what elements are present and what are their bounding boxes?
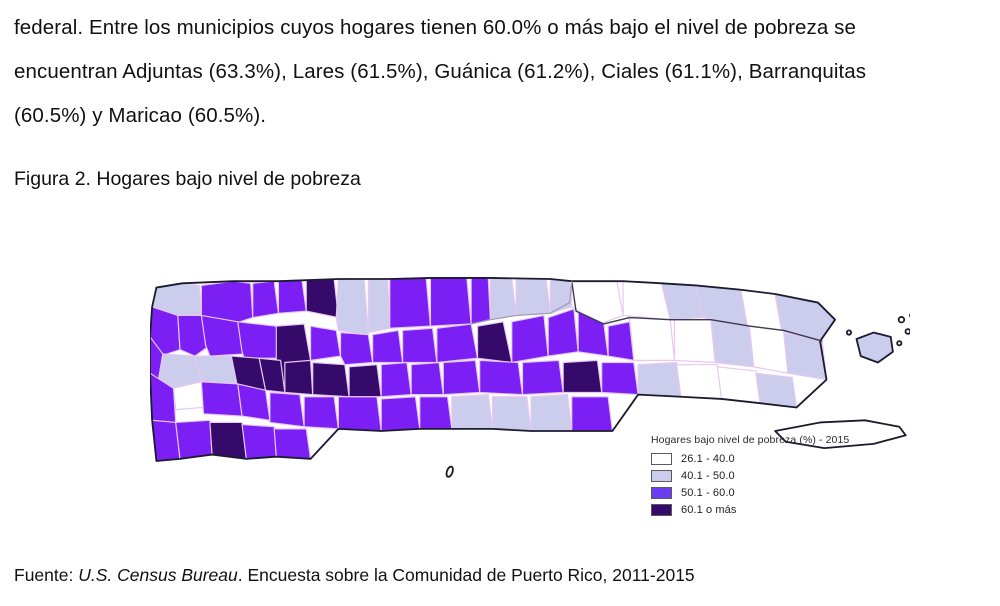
map-outline-group xyxy=(150,277,910,478)
culebra-outline xyxy=(855,331,894,364)
map-region-quebradillas xyxy=(252,280,280,319)
map-region-san-german xyxy=(200,381,243,417)
vieques-outline xyxy=(774,419,907,450)
map-region-san-lorenzo xyxy=(521,359,564,396)
map-region-corozal xyxy=(402,327,438,364)
legend-title: Hogares bajo nivel de pobreza (%) - 2015 xyxy=(651,434,850,446)
map-region-toa-alta xyxy=(436,323,479,364)
map-region-camuy xyxy=(277,279,307,314)
map-region-coamo xyxy=(451,394,494,430)
map-region-cidra xyxy=(442,359,481,396)
map-region-barceloneta xyxy=(367,278,391,334)
legend-item-2: 40.1 - 50.0 xyxy=(651,467,901,484)
map-region-las-piedras xyxy=(710,319,755,368)
legend-rows: 26.1 - 40.0 40.1 - 50.0 50.1 - 60.0 60.1 o … xyxy=(651,450,901,518)
caja-de-muertos-icon xyxy=(445,465,454,478)
map-region-guanica xyxy=(209,421,247,460)
map-region-florida xyxy=(309,325,342,361)
legend-swatch-2 xyxy=(651,469,672,482)
main-island-outline xyxy=(150,277,836,462)
map-region-bayamon xyxy=(511,314,549,364)
legend-label-2: 40.1 - 50.0 xyxy=(681,469,735,482)
paragraph-line-1: federal. Entre los municipios cuyos hoga… xyxy=(14,16,857,39)
map-region-jayuya xyxy=(284,359,314,396)
map-region-humacao xyxy=(562,359,603,394)
map-region-penuelas xyxy=(303,396,339,430)
legend-label-4: 60.1 o más xyxy=(681,503,737,516)
map-region-guayanilla xyxy=(241,424,277,460)
map-region-orocovis xyxy=(312,361,350,398)
legend-swatch-4 xyxy=(651,503,672,516)
map-region-patillas xyxy=(637,361,682,398)
map-region-naguabo xyxy=(748,325,789,374)
document-paragraph: federal. Entre los municipios cuyos hoga… xyxy=(14,6,986,138)
paragraph-line-2: encuentran Adjuntas (63.3%), Lares (61.5… xyxy=(14,60,867,83)
map-region-vega-alta xyxy=(470,277,491,325)
map-region-aguas-buenas xyxy=(273,428,312,460)
cay-icon-3 xyxy=(904,328,910,335)
map-svg xyxy=(150,277,910,478)
map-region-caguas xyxy=(479,359,524,396)
map-region-arroyo xyxy=(716,366,761,404)
map-region-comerio xyxy=(380,361,412,398)
map-region-group xyxy=(150,277,907,462)
map-legend: Hogares bajo nivel de pobreza (%) - 2015… xyxy=(651,434,901,518)
map-region-catano xyxy=(549,278,573,314)
map-region-juncos xyxy=(673,319,716,364)
map-region-maunabo xyxy=(676,364,723,400)
map-region-las-marias xyxy=(194,355,239,385)
map-region-morovis xyxy=(372,329,404,364)
figure-caption: Figura 2. Hogares bajo nivel de pobreza xyxy=(14,168,361,190)
paragraph-line-3: (60.5%) y Maricao (60.5%). xyxy=(14,104,267,127)
map-region-juana-diaz xyxy=(380,396,421,432)
legend-label-3: 50.1 - 60.0 xyxy=(681,486,735,499)
north-inner-line xyxy=(470,281,573,325)
map-region-arecibo xyxy=(335,278,369,336)
map-region-guaynabo xyxy=(547,308,579,357)
source-prefix: Fuente: xyxy=(14,565,79,585)
legend-item-1: 26.1 - 40.0 xyxy=(651,450,901,467)
map-region-yauco xyxy=(269,391,305,428)
source-line: Fuente: U.S. Census Bureau. Encuesta sob… xyxy=(14,565,695,586)
map-region-villalba xyxy=(419,396,453,430)
map-region-toa-baja xyxy=(515,278,551,317)
source-emphasis: U.S. Census Bureau xyxy=(78,565,238,585)
legend-item-4: 60.1 o más xyxy=(651,501,901,518)
map-region-ciales xyxy=(339,331,374,366)
map-region-lares xyxy=(237,321,282,359)
map-region-moca xyxy=(177,314,211,357)
map-region-cayey xyxy=(571,396,614,432)
metro-boundary-line xyxy=(571,281,823,342)
source-suffix: . Encuesta sobre la Comunidad de Puerto … xyxy=(237,565,695,585)
map-region-ponce xyxy=(337,396,382,432)
map-region-santa-isabel xyxy=(491,396,532,432)
legend-swatch-1 xyxy=(651,452,672,465)
map-region-yabucoa xyxy=(601,361,639,396)
cay-icon-4 xyxy=(845,329,853,336)
map-region-hatillo xyxy=(305,278,339,319)
legend-item-3: 50.1 - 60.0 xyxy=(651,484,901,501)
map-region-san-sebastian xyxy=(200,314,245,357)
map-region-barranquitas xyxy=(348,364,382,398)
map-region-lajas xyxy=(175,419,213,460)
map-region-dorado xyxy=(489,277,517,321)
map-region-vega-baja xyxy=(429,277,472,327)
cay-icon-5 xyxy=(896,340,903,347)
map-region-aibonito xyxy=(410,361,444,396)
legend-swatch-3 xyxy=(651,486,672,499)
map-region-salinas xyxy=(530,394,573,432)
map-region-manati xyxy=(389,277,432,329)
map-region-naranjito xyxy=(476,321,513,364)
map-region-canovanas xyxy=(628,316,676,361)
cay-icon-1 xyxy=(897,316,906,324)
legend-label-1: 26.1 - 40.0 xyxy=(681,452,735,465)
map-region-guayama xyxy=(755,372,798,409)
choropleth-map xyxy=(150,215,910,540)
